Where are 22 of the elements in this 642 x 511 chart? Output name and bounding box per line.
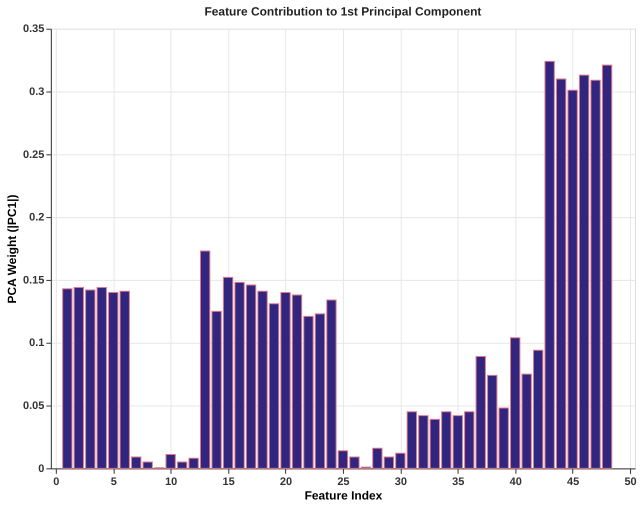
y-tick-label: 0.05 — [23, 400, 44, 412]
x-tick-label: 20 — [280, 476, 292, 488]
x-tick-label: 25 — [337, 476, 350, 488]
x-tick-label: 5 — [110, 476, 117, 488]
x-tick-label: 40 — [510, 476, 522, 488]
x-tick-label: 10 — [165, 476, 178, 488]
x-tick-label: 50 — [624, 476, 637, 488]
x-tick-label: 30 — [394, 476, 407, 488]
x-tick-label: 45 — [567, 476, 580, 488]
y-tick-label: 0.35 — [23, 23, 44, 36]
x-tick-label: 35 — [452, 476, 464, 488]
x-tick-label: 15 — [222, 476, 235, 488]
y-tick-label: 0.2 — [29, 212, 44, 224]
y-tick-label: 0.15 — [23, 274, 44, 286]
y-tick-label: 0.3 — [29, 86, 44, 98]
y-tick-label: 0 — [38, 462, 44, 475]
x-tick-label: 0 — [53, 476, 60, 488]
y-axis-title: PCA Weight (|PC1|) — [5, 194, 20, 304]
y-tick-label: 0.1 — [29, 337, 44, 350]
x-axis-title: Feature Index — [304, 488, 383, 503]
chart-title: Feature Contribution to 1st Principal Component — [204, 4, 482, 19]
y-tick-label: 0.25 — [23, 148, 44, 161]
